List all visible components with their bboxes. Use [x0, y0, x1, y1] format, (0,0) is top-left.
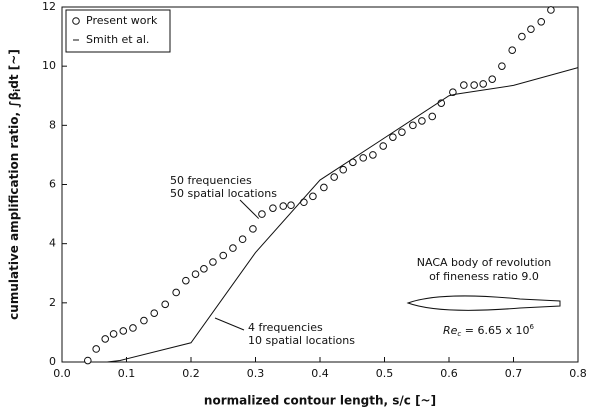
y-tick-label: 6	[49, 178, 56, 191]
data-point	[508, 46, 517, 54]
data-point	[140, 316, 148, 325]
data-point	[219, 251, 228, 260]
y-tick-label: 12	[42, 0, 56, 13]
annotation: 4 frequencies	[248, 321, 323, 334]
y-label-end: dt [~]	[7, 49, 21, 89]
data-point	[428, 112, 437, 121]
y-tick-label: 8	[49, 118, 56, 131]
data-point	[379, 142, 388, 150]
x-tick-label: 0.0	[53, 367, 71, 380]
data-point	[249, 225, 257, 233]
x-tick-label: 0.7	[505, 367, 523, 380]
data-point	[92, 345, 100, 353]
body-shape	[406, 295, 561, 311]
data-point	[258, 210, 266, 218]
data-point	[150, 309, 159, 317]
leader	[239, 199, 260, 219]
data-point	[287, 201, 295, 210]
plot-frame	[61, 6, 579, 363]
data-line	[107, 67, 579, 363]
data-point	[172, 288, 180, 297]
legend-label: Smith et al.	[86, 33, 149, 46]
data-point	[129, 324, 137, 332]
x-tick-label: 0.2	[182, 367, 200, 380]
data-point	[359, 154, 368, 162]
y-tick-label: 10	[42, 59, 56, 72]
data-point	[109, 330, 118, 338]
data-point	[330, 173, 338, 181]
data-point	[518, 32, 526, 41]
x-tick-label: 0.3	[247, 367, 265, 380]
annotation: Rec = 6.65 x 106	[443, 323, 534, 338]
data-point	[339, 165, 348, 174]
x-tick-label: 0.5	[376, 367, 394, 380]
data-point	[320, 183, 328, 192]
data-point	[209, 258, 217, 266]
data-point	[161, 300, 169, 309]
data-point	[309, 192, 317, 201]
annotation: NACA body of revolution	[417, 256, 551, 269]
data-point	[409, 121, 417, 130]
annotation: of fineness ratio 9.0	[429, 270, 539, 283]
data-point	[279, 202, 288, 210]
data-point	[300, 198, 308, 207]
annotation: 10 spatial locations	[248, 334, 355, 347]
data-point	[269, 204, 277, 212]
data-point	[460, 81, 468, 89]
data-point	[238, 235, 247, 244]
leader	[214, 317, 245, 331]
data-point	[498, 62, 506, 70]
legend-box	[65, 9, 171, 53]
y-label-sub: i	[13, 89, 23, 92]
data-point	[182, 276, 190, 285]
y-tick-label: 4	[49, 237, 56, 250]
annotation: 50 spatial locations	[170, 187, 277, 200]
re-eq: = 6.65 x 10	[461, 324, 529, 337]
y-axis-label: cumulative amplification ratio, ∫βidt [~…	[7, 49, 23, 320]
data-point	[547, 6, 555, 14]
legend-marker	[72, 17, 80, 25]
data-point	[101, 335, 110, 343]
data-point	[537, 17, 546, 26]
y-tick-label: 0	[49, 355, 56, 368]
data-point	[398, 128, 406, 136]
data-point	[488, 75, 497, 83]
data-point	[449, 88, 457, 96]
x-axis-label: normalized contour length, s/c [~]	[204, 394, 436, 408]
x-tick-label: 0.1	[118, 367, 136, 380]
data-point	[119, 327, 128, 335]
data-point	[369, 151, 377, 159]
x-tick-label: 0.8	[569, 367, 587, 380]
data-point	[84, 356, 92, 365]
data-point	[229, 244, 237, 252]
annotation: 50 frequencies	[170, 174, 252, 187]
re-sub: c	[457, 330, 461, 338]
re-sup: 6	[529, 323, 534, 331]
data-point	[389, 133, 397, 141]
legend-label: Present work	[86, 14, 158, 27]
x-tick-label: 0.4	[311, 367, 329, 380]
y-tick-label: 2	[49, 296, 56, 309]
data-point	[418, 117, 426, 125]
data-point	[470, 81, 478, 89]
data-point	[479, 80, 487, 88]
re-main: Re	[443, 324, 458, 337]
data-point	[191, 270, 200, 278]
x-tick-label: 0.6	[440, 367, 458, 380]
data-point	[527, 25, 535, 33]
data-point	[200, 265, 208, 273]
y-label-main: cumulative amplification ratio, ∫β	[7, 91, 21, 319]
